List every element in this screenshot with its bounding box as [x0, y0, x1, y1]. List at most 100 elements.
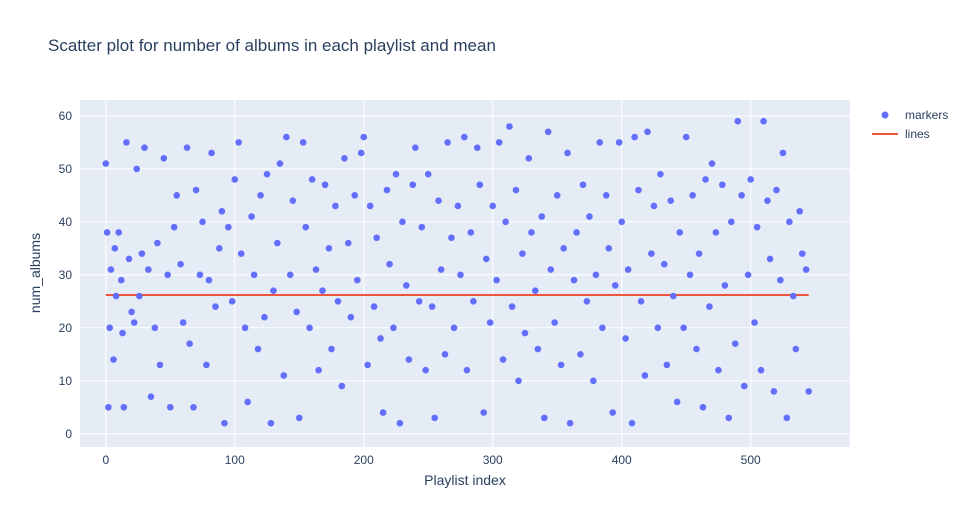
x-tick-label: 500 [741, 453, 761, 467]
marker-point [495, 139, 503, 146]
marker-point [715, 366, 722, 374]
marker-point [728, 218, 735, 226]
legend-item-markers[interactable]: markers [881, 108, 949, 122]
marker-point [360, 133, 368, 141]
marker-point [125, 255, 133, 263]
marker-point [128, 308, 135, 316]
legend-marker-swatch [881, 111, 889, 119]
marker-point [205, 276, 213, 284]
marker-point [740, 382, 748, 390]
marker-point [192, 186, 200, 194]
marker-point [399, 218, 406, 226]
marker-point [403, 282, 410, 289]
marker-point [177, 260, 184, 268]
marker-point [786, 218, 793, 226]
marker-point [531, 287, 539, 295]
marker-point [248, 213, 255, 220]
marker-point [482, 255, 490, 263]
marker-point [699, 403, 707, 411]
marker-point [315, 366, 322, 374]
y-tick-label: 10 [59, 374, 73, 388]
marker-point [418, 223, 426, 231]
marker-point [147, 393, 155, 400]
marker-point [463, 366, 471, 374]
marker-point [553, 192, 561, 199]
marker-point [183, 144, 191, 151]
marker-point [489, 202, 497, 210]
marker-point [712, 229, 720, 236]
marker-point [412, 144, 419, 151]
marker-point [396, 419, 404, 427]
marker-point [422, 366, 429, 374]
marker-point [708, 160, 716, 167]
marker-point [560, 245, 567, 252]
marker-point [480, 409, 488, 416]
marker-point [673, 398, 681, 406]
y-tick-label: 30 [59, 268, 73, 282]
marker-point [179, 319, 187, 326]
y-tick-label: 60 [59, 109, 73, 123]
marker-point [779, 149, 787, 157]
marker-point [117, 276, 125, 284]
marker-point [409, 181, 417, 189]
marker-point [676, 229, 684, 236]
marker-point [212, 303, 219, 310]
marker-point [306, 324, 313, 332]
marker-point [338, 382, 346, 390]
marker-point [286, 271, 294, 279]
marker-point [760, 117, 767, 125]
marker-point [573, 229, 580, 236]
marker-point [170, 223, 178, 231]
marker-point [590, 377, 597, 385]
marker-point [154, 239, 161, 247]
marker-point [377, 335, 384, 342]
marker-point [120, 403, 128, 411]
marker-point [431, 414, 438, 422]
marker-point [173, 192, 181, 199]
marker-point [392, 170, 400, 178]
marker-point [241, 324, 249, 332]
legend-item-lines[interactable]: lines [872, 127, 930, 141]
marker-point [215, 245, 223, 252]
marker-point [538, 213, 546, 220]
marker-point [276, 160, 284, 167]
marker-point [499, 356, 507, 363]
marker-point [602, 192, 610, 199]
marker-point [103, 229, 111, 236]
marker-point [428, 303, 436, 310]
marker-point [605, 245, 613, 252]
marker-point [450, 324, 458, 332]
marker-point [267, 419, 275, 427]
marker-point [115, 229, 122, 236]
marker-point [461, 133, 468, 141]
marker-point [544, 128, 552, 136]
marker-point [669, 292, 677, 300]
marker-point [299, 139, 307, 146]
marker-point [624, 266, 632, 273]
marker-point [693, 345, 700, 353]
marker-point [435, 197, 442, 204]
marker-point [347, 313, 355, 321]
marker-point [644, 128, 651, 136]
marker-point [166, 403, 174, 411]
markers-layer [102, 117, 813, 427]
marker-point [257, 192, 264, 199]
marker-point [641, 372, 649, 379]
y-tick-label: 20 [59, 321, 73, 335]
marker-point [341, 154, 348, 162]
marker-point [415, 298, 423, 305]
marker-point [486, 319, 494, 326]
marker-point [686, 271, 694, 279]
marker-point [695, 250, 703, 257]
marker-point [437, 266, 445, 273]
marker-point [744, 271, 752, 279]
marker-point [228, 298, 236, 305]
marker-point [357, 149, 365, 157]
marker-point [570, 276, 578, 284]
marker-point [650, 202, 658, 210]
legend[interactable]: markers lines [872, 108, 948, 141]
marker-point [667, 197, 675, 204]
marker-point [502, 218, 509, 226]
